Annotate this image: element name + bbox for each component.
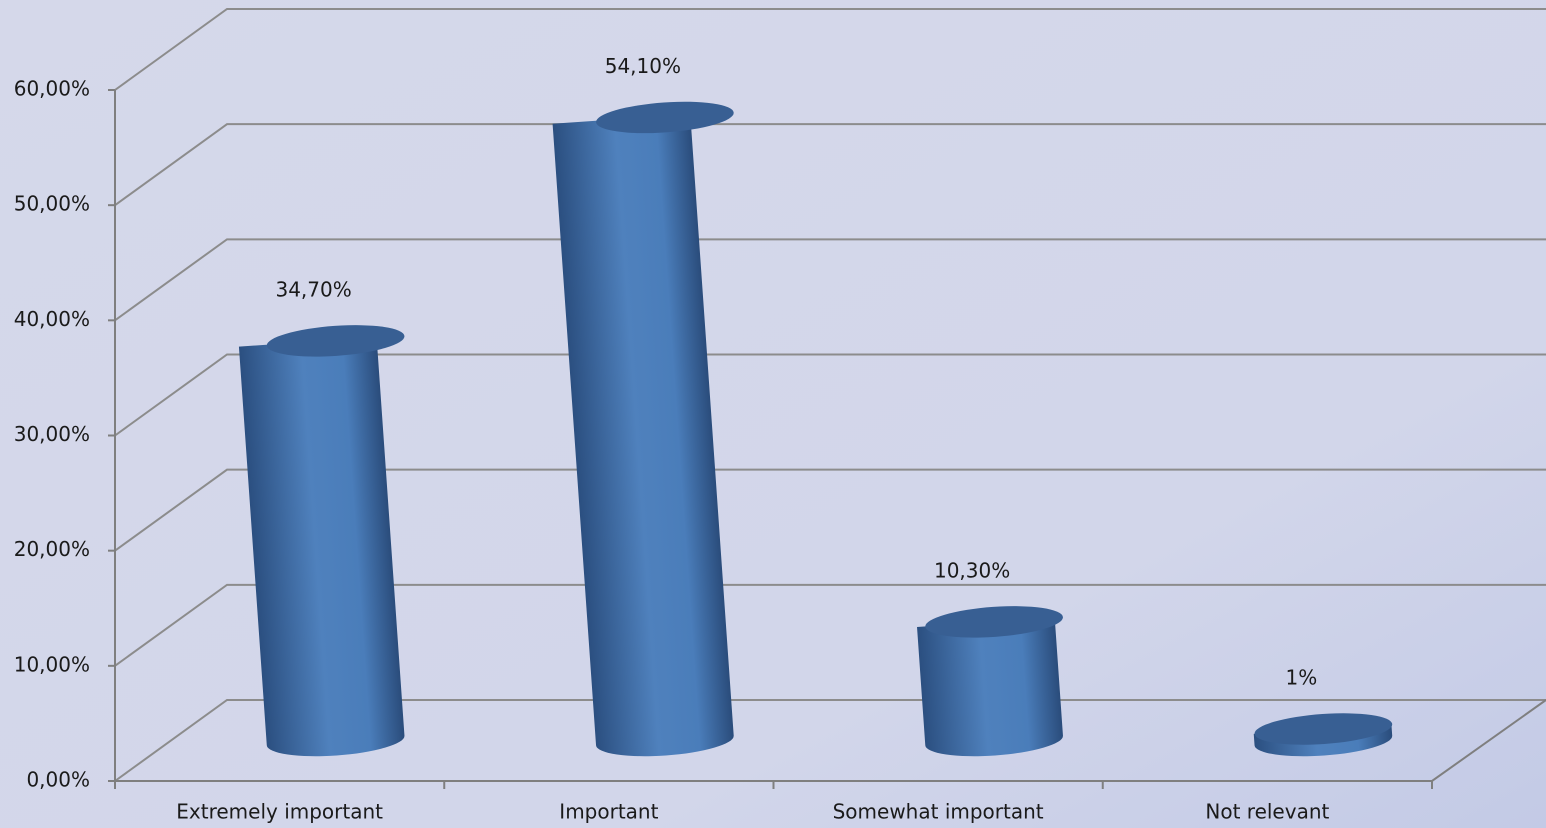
value-label: 34,70% xyxy=(275,277,351,301)
x-tick-label: Extremely important xyxy=(176,800,383,824)
cylinder xyxy=(552,101,734,757)
grid-line xyxy=(114,8,1546,91)
bar xyxy=(917,617,1063,757)
bar xyxy=(552,114,734,757)
x-tick-label: Important xyxy=(559,800,658,824)
grid-line xyxy=(114,238,1546,322)
grid-line xyxy=(114,123,1546,206)
y-tick-label: 30,00% xyxy=(14,422,90,446)
y-tick-label: 40,00% xyxy=(14,307,90,331)
bar-top xyxy=(925,606,1063,638)
y-tick-label: 10,00% xyxy=(14,652,90,676)
x-tick-label: Not relevant xyxy=(1205,800,1329,824)
grid-line xyxy=(114,699,1546,782)
grid-line xyxy=(114,353,1546,437)
x-tick-label: Somewhat important xyxy=(833,800,1044,824)
bar-top xyxy=(266,325,405,357)
y-tick-label: 20,00% xyxy=(14,537,90,561)
cylinder xyxy=(238,325,405,757)
grid-line xyxy=(114,583,1546,667)
y-tick-label: 0,00% xyxy=(26,768,90,792)
bar-top xyxy=(596,101,734,134)
grid-line xyxy=(114,468,1546,552)
value-label: 1% xyxy=(1286,665,1318,689)
bar-top xyxy=(1254,713,1393,745)
value-label: 10,30% xyxy=(934,558,1010,582)
y-tick-label: 50,00% xyxy=(14,192,90,216)
cylinder xyxy=(1253,713,1393,757)
cylinder xyxy=(917,606,1063,757)
bar xyxy=(238,337,405,757)
value-label: 54,10% xyxy=(605,54,681,78)
y-tick-label: 60,00% xyxy=(14,77,90,101)
